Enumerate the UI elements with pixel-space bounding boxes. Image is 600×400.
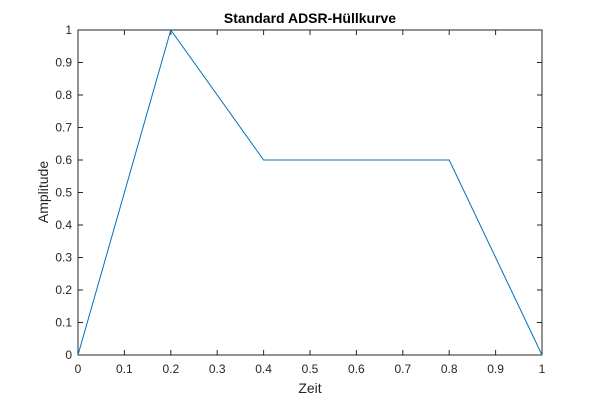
x-tick-label: 0 [75, 362, 82, 376]
y-tick-label: 0.8 [55, 88, 72, 102]
x-tick-label: 0.3 [209, 362, 226, 376]
y-tick-label: 0.3 [55, 251, 72, 265]
x-tick-label: 0.2 [162, 362, 179, 376]
axis-ticks [77, 29, 543, 356]
y-tick-label: 0.5 [55, 186, 72, 200]
chart-title: Standard ADSR-Hüllkurve [224, 10, 396, 26]
x-tick-labels: 0 0.1 0.2 0.3 0.4 0.5 0.6 0.7 0.8 0.9 1 [75, 362, 546, 376]
x-tick-label: 0.5 [302, 362, 319, 376]
y-tick-label: 0.9 [55, 56, 72, 70]
y-tick-label: 0.4 [55, 218, 72, 232]
y-tick-label: 0 [65, 348, 72, 362]
x-tick-label: 0.9 [487, 362, 504, 376]
y-tick-label: 0.1 [55, 316, 72, 330]
y-tick-labels: 0 0.1 0.2 0.3 0.4 0.5 0.6 0.7 0.8 0.9 1 [55, 23, 72, 362]
series-layer [77, 28, 543, 356]
x-tick-label: 0.6 [348, 362, 365, 376]
x-tick-label: 0.7 [394, 362, 411, 376]
x-tick-label: 0.8 [441, 362, 458, 376]
x-tick-label: 1 [539, 362, 546, 376]
y-tick-label: 0.6 [55, 153, 72, 167]
series-line [77, 28, 543, 356]
y-tick-label: 1 [65, 23, 72, 37]
y-tick-label: 0.2 [55, 283, 72, 297]
x-tick-label: 0.4 [255, 362, 272, 376]
x-axis-label: Zeit [298, 380, 321, 396]
plot-area [77, 29, 543, 356]
x-tick-label: 0.1 [116, 362, 133, 376]
y-axis-label: Amplitude [35, 161, 51, 223]
y-tick-label: 0.7 [55, 121, 72, 135]
